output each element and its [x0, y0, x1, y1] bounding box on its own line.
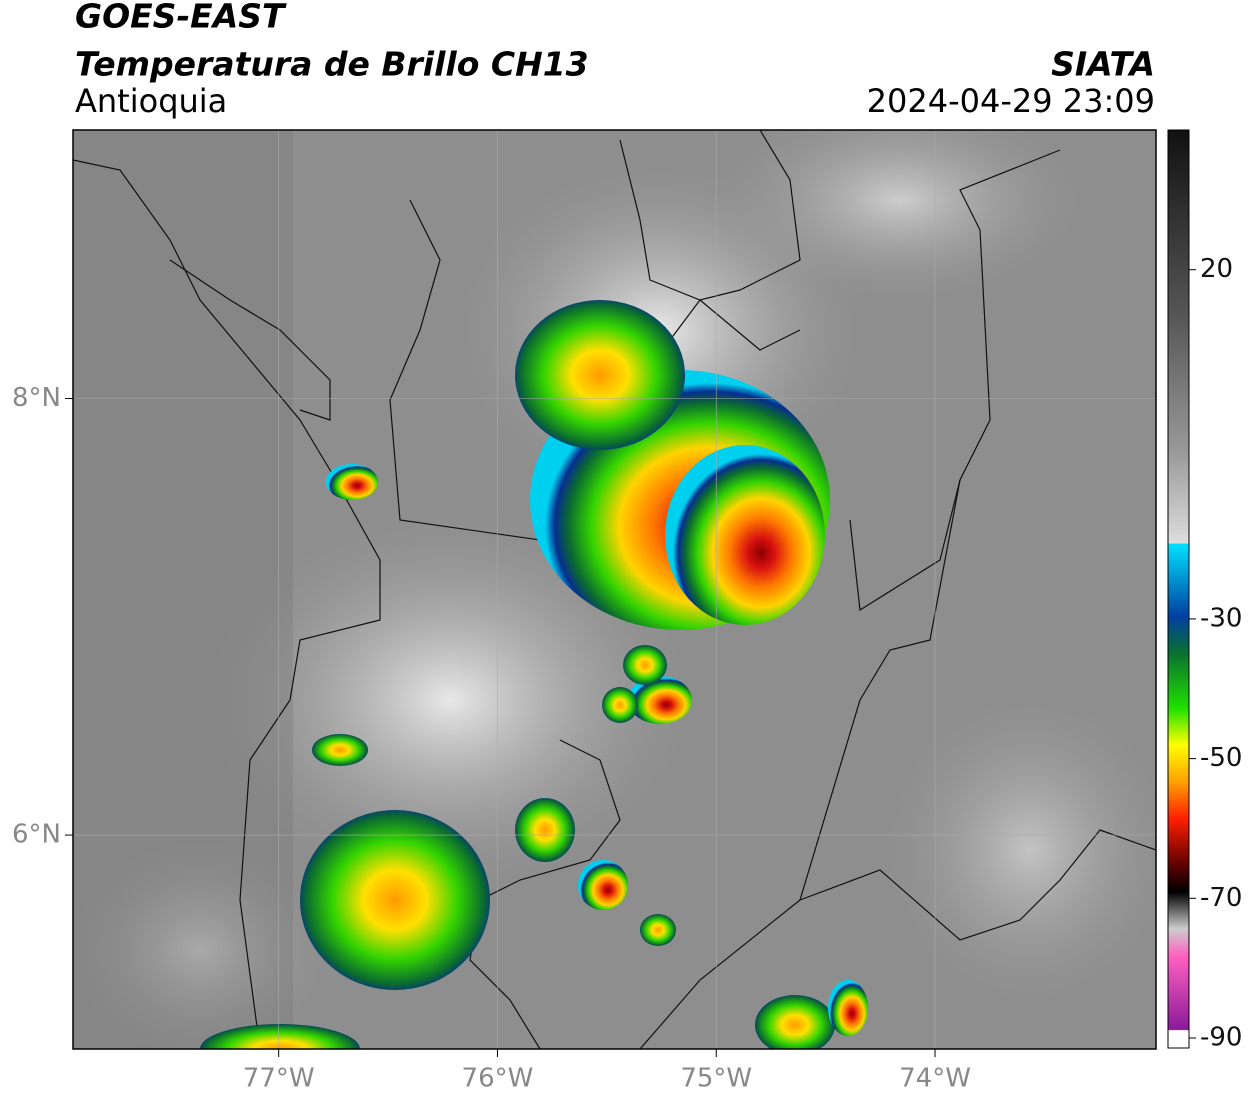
x-tick-label: 75°W [680, 1064, 752, 1094]
source: SIATA [1051, 45, 1155, 84]
title: GOES-EAST [75, 0, 287, 36]
colorbar-tick-label: -70 [1200, 883, 1242, 913]
region: Antioquia [75, 82, 227, 120]
y-tick-label: 8°N [12, 383, 61, 413]
colorbar-tick-label: 20 [1200, 254, 1233, 284]
x-tick-label: 77°W [243, 1064, 315, 1094]
satellite-image [73, 130, 1156, 1049]
colorbar-tick-label: -90 [1200, 1023, 1242, 1053]
colorbar-tick-label: -50 [1200, 743, 1242, 773]
subtitle: Temperatura de Brillo CH13 [75, 45, 589, 84]
map-frame [72, 129, 1157, 1050]
x-tick-label: 74°W [899, 1064, 971, 1094]
y-tick-label: 6°N [12, 820, 61, 850]
x-tick-label: 76°W [462, 1064, 534, 1094]
colorbar [1167, 129, 1190, 1049]
colorbar-tick-label: -30 [1200, 603, 1242, 633]
datetime: 2024-04-29 23:09 [867, 82, 1155, 120]
